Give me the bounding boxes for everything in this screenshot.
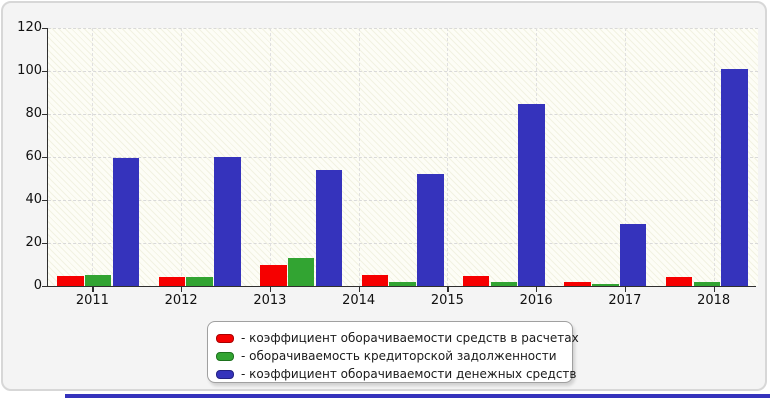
gridline-x-2012 [181, 28, 183, 286]
bar-group2-series1 [158, 277, 186, 286]
y-tick-label-0: 0 [33, 278, 42, 293]
x-tick-label-2011: 2011 [75, 293, 109, 308]
x-tick-label-2015: 2015 [430, 293, 464, 308]
bar-group1-series1 [57, 276, 84, 286]
gridline-x-2011 [92, 28, 94, 286]
bar-group5-series3 [518, 104, 545, 286]
legend-swatch-2 [216, 351, 234, 361]
gridline-x-2017 [624, 28, 626, 286]
bar-group5-series1 [462, 276, 490, 286]
x-tick-mark-2014 [358, 287, 360, 292]
legend-label-1: - коэффициент оборачиваемости средств в … [241, 331, 579, 345]
bar-group4-series2 [389, 281, 416, 286]
x-tick-mark-2017 [624, 287, 627, 292]
bar-group7-series3 [721, 68, 748, 286]
bar-group2-series2 [186, 277, 213, 286]
y-tick-label-60: 60 [25, 149, 42, 164]
x-tick-mark-2013 [269, 287, 272, 292]
legend-label-3: - коэффициент оборачиваемости денежных с… [241, 367, 577, 381]
gridline-x-2015 [447, 28, 449, 286]
gridline-y-40 [48, 200, 758, 201]
x-tick-mark-2012 [181, 287, 183, 292]
y-tick-mark-40 [41, 199, 47, 201]
bar-group6-series1 [564, 281, 591, 286]
y-tick-label-40: 40 [25, 192, 42, 207]
plot-area [48, 28, 758, 286]
y-tick-mark-20 [41, 242, 47, 244]
bar-group3-series1 [260, 264, 287, 286]
bar-group5-series2 [490, 281, 518, 286]
bar-group2-series3 [214, 157, 241, 286]
x-tick-label-2016: 2016 [519, 293, 553, 308]
gridline-y-20 [48, 243, 758, 244]
x-tick-mark-2018 [713, 287, 715, 292]
legend-item-3: - коэффициент оборачиваемости денежных с… [216, 365, 577, 383]
legend-label-2: - оборачиваемость кредиторской задолженн… [241, 349, 557, 363]
x-tick-label-2012: 2012 [164, 293, 198, 308]
bar-group7-series2 [693, 281, 721, 286]
y-tick-mark-0 [41, 285, 47, 287]
bar-group3-series2 [287, 258, 315, 286]
gridline-x-2018 [713, 28, 715, 286]
bar-group4-series3 [417, 174, 444, 286]
gridline-y-100 [48, 71, 758, 72]
y-tick-mark-100 [41, 70, 47, 72]
legend-swatch-3 [216, 369, 234, 379]
chart-card: 0 20 40 60 80 100 120 2011 2012 2013 2014 2015 2016… [1, 1, 767, 391]
bar-group1-series2 [84, 275, 112, 286]
legend-item-2: - оборачиваемость кредиторской задолженн… [216, 347, 562, 365]
bar-group6-series3 [619, 223, 647, 286]
gridline-y-60 [48, 157, 758, 158]
x-tick-label-2018: 2018 [697, 293, 731, 308]
x-tick-mark-2016 [536, 287, 538, 292]
x-tick-label-2017: 2017 [608, 293, 642, 308]
y-tick-label-80: 80 [25, 106, 42, 121]
gridline-x-2014 [358, 28, 360, 286]
gridline-x-2013 [269, 28, 271, 286]
y-tick-label-120: 120 [17, 20, 42, 35]
x-tick-mark-2011 [92, 287, 94, 292]
gridline-y-120 [48, 28, 758, 29]
bar-group4-series1 [361, 275, 388, 286]
legend-swatch-1 [216, 333, 234, 343]
x-tick-label-2013: 2013 [253, 293, 287, 308]
y-tick-mark-120 [41, 27, 47, 29]
y-tick-label-20: 20 [25, 235, 42, 250]
bar-group1-series3 [112, 158, 140, 286]
bar-group6-series2 [592, 283, 619, 286]
legend: - коэффициент оборачиваемости средств в … [207, 321, 579, 383]
y-tick-mark-60 [41, 156, 47, 158]
bar-group7-series1 [665, 277, 693, 286]
y-tick-label-100: 100 [17, 63, 42, 78]
y-tick-mark-80 [41, 113, 47, 115]
legend-item-1: - коэффициент оборачиваемости средств в … [216, 329, 579, 347]
bar-group3-series3 [315, 169, 343, 286]
gridline-y-80 [48, 114, 758, 115]
y-axis-line [46, 28, 48, 287]
x-tick-label-2014: 2014 [342, 293, 376, 308]
x-axis-line [46, 286, 756, 288]
bottom-blue-strip [65, 394, 770, 398]
x-tick-mark-2015 [447, 287, 449, 292]
